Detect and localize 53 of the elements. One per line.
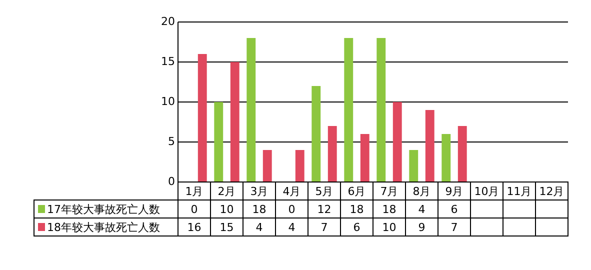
data-label: 10 bbox=[220, 202, 234, 216]
data-label: 9 bbox=[418, 220, 426, 234]
bar bbox=[246, 38, 256, 182]
data-label: 18 bbox=[350, 202, 364, 216]
x-tick-label: 11月 bbox=[506, 184, 532, 198]
data-label: 16 bbox=[187, 220, 202, 234]
bar bbox=[198, 54, 207, 182]
bar bbox=[425, 110, 434, 182]
legend-label: 17年较大事故死亡人数 bbox=[47, 202, 160, 216]
data-label: 4 bbox=[418, 202, 426, 216]
bar bbox=[328, 126, 337, 182]
bar bbox=[295, 150, 304, 182]
data-label: 4 bbox=[288, 220, 296, 234]
data-label: 6 bbox=[450, 202, 458, 216]
x-tick-label: 3月 bbox=[250, 184, 268, 198]
data-label: 7 bbox=[320, 220, 328, 234]
x-tick-label: 6月 bbox=[348, 184, 366, 198]
data-label: 15 bbox=[220, 220, 234, 234]
y-tick-label: 0 bbox=[168, 174, 175, 188]
x-tick-label: 7月 bbox=[380, 184, 398, 198]
data-label: 6 bbox=[353, 220, 360, 234]
bar bbox=[409, 150, 418, 182]
data-label: 4 bbox=[256, 220, 263, 234]
data-label: 0 bbox=[190, 202, 198, 216]
bar bbox=[360, 134, 370, 182]
data-label: 10 bbox=[382, 220, 396, 234]
x-tick-label: 1月 bbox=[185, 184, 204, 198]
bar bbox=[376, 38, 386, 182]
y-tick-label: 10 bbox=[161, 94, 175, 108]
x-tick-label: 2月 bbox=[218, 184, 236, 198]
y-tick-label: 20 bbox=[161, 14, 175, 28]
data-label: 0 bbox=[288, 202, 296, 216]
data-label: 12 bbox=[317, 202, 332, 216]
x-tick-label: 10月 bbox=[474, 184, 500, 198]
x-tick-label: 5月 bbox=[315, 184, 334, 198]
x-tick-label: 9月 bbox=[445, 184, 464, 198]
x-tick-label: 12月 bbox=[539, 184, 564, 198]
bar bbox=[392, 102, 402, 182]
bar bbox=[312, 86, 321, 182]
bar bbox=[214, 102, 224, 182]
legend-label: 18年较大事故死亡人数 bbox=[47, 220, 160, 234]
bar bbox=[458, 126, 467, 182]
bar bbox=[442, 134, 451, 182]
x-tick-label: 8月 bbox=[412, 184, 431, 198]
y-tick-label: 5 bbox=[168, 134, 175, 148]
data-label: 18 bbox=[252, 202, 266, 216]
data-label: 18 bbox=[382, 202, 396, 216]
bar bbox=[230, 62, 240, 182]
x-tick-label: 4月 bbox=[282, 184, 301, 198]
data-label: 7 bbox=[450, 220, 458, 234]
bar bbox=[262, 150, 272, 182]
bar bbox=[344, 38, 354, 182]
y-tick-label: 15 bbox=[161, 54, 175, 68]
